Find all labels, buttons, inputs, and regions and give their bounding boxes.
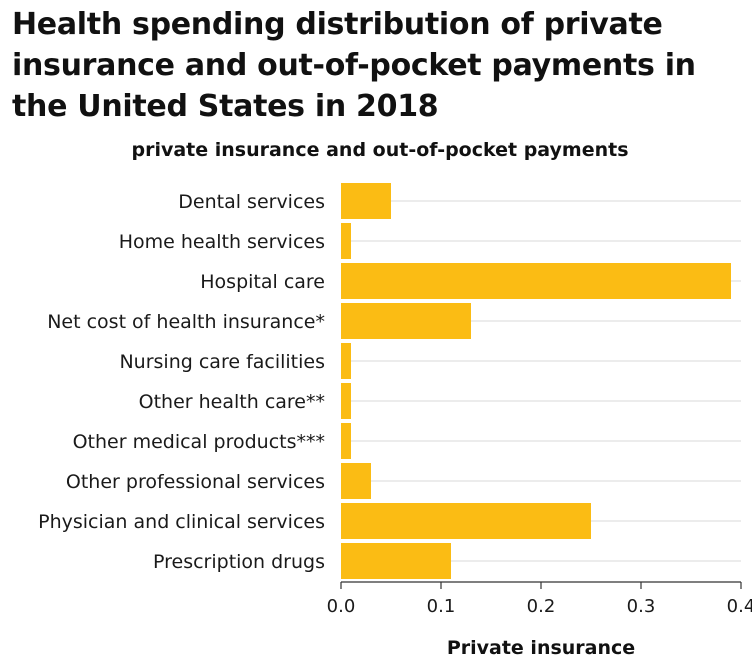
bar bbox=[341, 463, 371, 499]
bar bbox=[341, 343, 351, 379]
category-label: Physician and clinical services bbox=[38, 511, 325, 533]
category-label: Other health care** bbox=[139, 391, 325, 413]
category-label: Other medical products*** bbox=[73, 431, 325, 453]
category-label: Home health services bbox=[119, 231, 325, 253]
category-label: Prescription drugs bbox=[153, 551, 325, 573]
bar bbox=[341, 423, 351, 459]
bar bbox=[341, 183, 391, 219]
chart-subtitle: private insurance and out-of-pocket paym… bbox=[131, 139, 628, 161]
category-label: Nursing care facilities bbox=[119, 351, 325, 373]
x-axis: 0.0 0.1 0.2 0.3 0.4 bbox=[327, 581, 752, 617]
category-label: Dental services bbox=[178, 191, 325, 213]
bar bbox=[341, 223, 351, 259]
x-tick-label: 0.2 bbox=[527, 596, 556, 617]
x-tick-label: 0.1 bbox=[427, 596, 456, 617]
x-tick-label: 0.4 bbox=[727, 596, 752, 617]
bars bbox=[341, 183, 731, 579]
category-label: Hospital care bbox=[200, 271, 325, 293]
bar bbox=[341, 543, 451, 579]
bar bbox=[341, 303, 471, 339]
chart-title: Health spending distribution of private … bbox=[12, 7, 696, 124]
category-label: Net cost of health insurance* bbox=[47, 311, 325, 333]
category-label: Other professional services bbox=[66, 471, 325, 493]
x-axis-title: Private insurance bbox=[447, 637, 635, 659]
x-tick-label: 0.0 bbox=[327, 596, 356, 617]
bar bbox=[341, 263, 731, 299]
x-tick-label: 0.3 bbox=[627, 596, 656, 617]
bar bbox=[341, 503, 591, 539]
bar bbox=[341, 383, 351, 419]
category-labels: Dental services Home health services Hospi… bbox=[38, 191, 325, 573]
